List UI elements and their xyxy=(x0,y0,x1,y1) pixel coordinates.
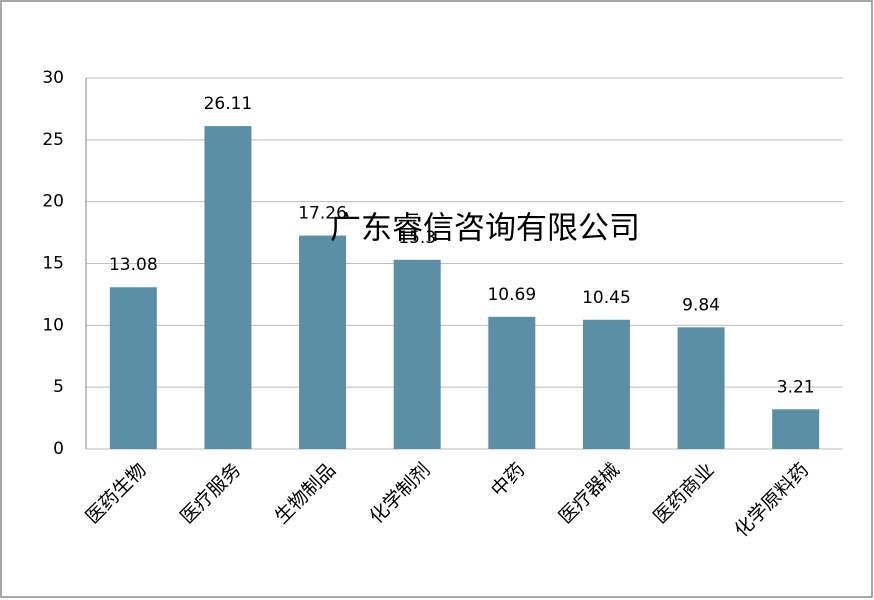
value-label: 26.11 xyxy=(204,94,253,114)
bar xyxy=(299,235,347,449)
y-tick-label: 0 xyxy=(53,439,64,459)
y-tick-label: 5 xyxy=(53,377,64,397)
y-tick-label: 10 xyxy=(42,315,64,335)
bar xyxy=(109,287,157,449)
value-label: 17.26 xyxy=(298,204,347,224)
bar xyxy=(677,327,725,449)
value-label: 9.84 xyxy=(682,295,720,315)
value-label: 3.21 xyxy=(777,377,815,397)
value-label: 10.69 xyxy=(487,285,536,305)
value-label: 13.08 xyxy=(109,255,158,275)
bar xyxy=(488,316,536,449)
bar xyxy=(393,259,441,449)
value-label: 10.45 xyxy=(582,288,631,308)
watermark: 广东睿信咨询有限公司 xyxy=(330,211,640,247)
y-tick-label: 30 xyxy=(42,68,64,88)
y-tick-label: 15 xyxy=(42,254,64,274)
value-label: 15.3 xyxy=(398,228,436,248)
bar xyxy=(582,319,630,449)
bar xyxy=(204,126,252,450)
y-tick-label: 25 xyxy=(42,130,64,150)
bar xyxy=(772,409,820,449)
y-tick-label: 20 xyxy=(42,192,64,212)
